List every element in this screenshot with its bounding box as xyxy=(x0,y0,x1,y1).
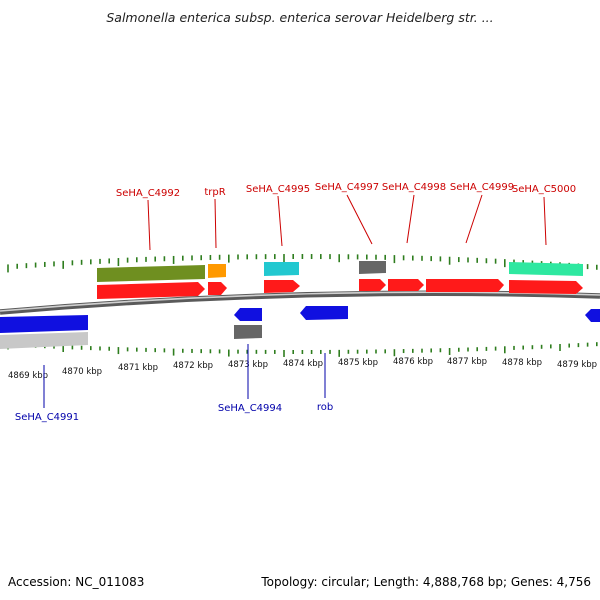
cds-arrow-c4994[interactable] xyxy=(234,308,262,321)
feature-olive[interactable] xyxy=(97,265,205,282)
inner-tick-ring xyxy=(7,342,598,357)
cds-arrow-c4999[interactable] xyxy=(426,279,504,292)
callout-line xyxy=(277,195,283,247)
scale-labels: 4869 kbp 4870 kbp 4871 kbp 4872 kbp 4873 kbp… xyxy=(8,357,597,381)
scale-label: 4869 kbp xyxy=(8,371,48,381)
gene-label-forward[interactable]: SeHA_C4999 xyxy=(450,182,514,193)
feature-orange[interactable] xyxy=(208,264,226,278)
gene-label-forward[interactable]: trpR xyxy=(204,187,225,198)
gene-label-forward[interactable]: SeHA_C5000 xyxy=(512,184,576,195)
reverse-cds-ring xyxy=(0,306,600,333)
callout-line xyxy=(147,199,151,251)
scale-label: 4874 kbp xyxy=(283,359,323,369)
cds-arrow-trpR[interactable] xyxy=(208,282,227,295)
callout-line xyxy=(543,196,547,246)
genome-backbone xyxy=(0,290,600,315)
genome-title: Salmonella enterica subsp. enterica sero… xyxy=(106,10,494,25)
gene-label-reverse[interactable]: SeHA_C4991 xyxy=(15,412,79,423)
scale-label: 4872 kbp xyxy=(173,361,213,371)
scale-label: 4878 kbp xyxy=(502,358,542,368)
feature-cyan[interactable] xyxy=(264,262,299,276)
scale-label: 4879 kbp xyxy=(557,360,597,370)
gene-label-forward[interactable]: SeHA_C4997 xyxy=(315,182,379,193)
scale-label: 4870 kbp xyxy=(62,367,102,377)
callout-line xyxy=(214,198,217,249)
gene-label-reverse[interactable]: rob xyxy=(317,402,333,413)
feature-ring-inner xyxy=(0,325,262,349)
accession-label: Accession: NC_011083 xyxy=(8,575,145,589)
feature-mint[interactable] xyxy=(509,262,583,276)
cds-arrow-c5000[interactable] xyxy=(509,280,583,294)
scale-label: 4875 kbp xyxy=(338,358,378,368)
gene-label-forward[interactable]: SeHA_C4998 xyxy=(382,182,446,193)
callout-line xyxy=(346,194,373,245)
feature-ring-outer xyxy=(97,261,583,282)
cds-arrow-edge[interactable] xyxy=(585,309,600,322)
gene-label-forward[interactable]: SeHA_C4992 xyxy=(116,188,180,199)
topology-label: Topology: circular; Length: 4,888,768 bp… xyxy=(261,575,591,589)
gene-label-forward[interactable]: SeHA_C4995 xyxy=(246,184,310,195)
cds-arrow-c4998[interactable] xyxy=(388,279,424,291)
scale-label: 4876 kbp xyxy=(393,357,433,367)
cds-arrow-c4991[interactable] xyxy=(0,315,88,333)
cds-arrow-rob[interactable] xyxy=(300,306,348,320)
callout-line xyxy=(465,194,483,244)
gene-label-reverse[interactable]: SeHA_C4994 xyxy=(218,403,282,414)
cds-arrow-c4992[interactable] xyxy=(97,282,205,299)
feature-grey[interactable] xyxy=(359,261,386,274)
feature-light-grey[interactable] xyxy=(0,332,88,349)
scale-label: 4871 kbp xyxy=(118,363,158,373)
gene-callouts: SeHA_C4992 trpR SeHA_C4995 SeHA_C4997 SeHA_C… xyxy=(15,182,576,423)
cds-arrow-c4997[interactable] xyxy=(359,279,386,291)
forward-cds-ring xyxy=(97,279,583,299)
scale-label: 4877 kbp xyxy=(447,357,487,367)
feature-dark-grey[interactable] xyxy=(234,325,262,339)
callout-line xyxy=(406,194,415,244)
cds-arrow-c4995[interactable] xyxy=(264,280,300,293)
